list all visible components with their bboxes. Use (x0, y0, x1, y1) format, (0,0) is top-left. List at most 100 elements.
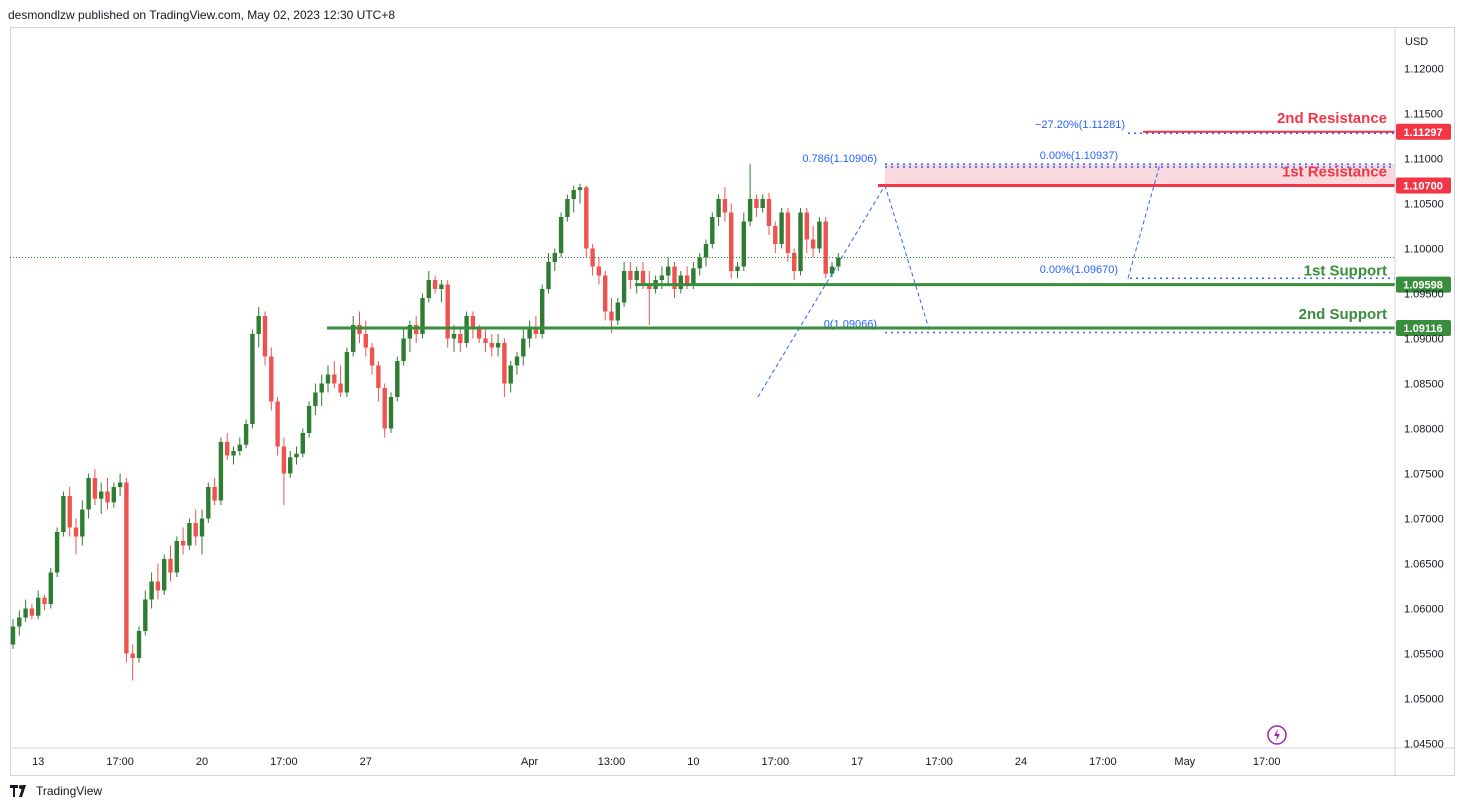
tradingview-brand: TradingView (36, 784, 103, 798)
candle-body (300, 433, 305, 454)
candle-body (395, 361, 400, 397)
candle-body (615, 302, 620, 321)
candle-body (218, 442, 224, 501)
candle-body (281, 446, 287, 474)
candle-body (17, 617, 22, 627)
axis-currency-label: USD (1405, 36, 1428, 48)
candle-body (86, 478, 91, 510)
candle-body (294, 453, 299, 458)
candle-body (48, 572, 53, 604)
x-tick-label: 20 (196, 756, 208, 768)
candle-body (338, 383, 343, 393)
candle-body (477, 329, 482, 339)
candle-body (124, 482, 129, 654)
candle-body (432, 280, 438, 289)
candle-body (231, 451, 236, 456)
y-tick-label: 1.11000 (1404, 154, 1443, 166)
candle-body (426, 280, 431, 298)
candle-body (187, 523, 192, 546)
candle-body (703, 244, 709, 258)
candle-body (533, 327, 539, 334)
candle-body (80, 509, 85, 537)
candle-body (275, 401, 280, 447)
level-label: 1st Resistance (1282, 164, 1387, 181)
candle-body (306, 406, 312, 433)
candle-body (766, 199, 772, 226)
candle-body (817, 221, 822, 249)
candle-body (546, 262, 551, 289)
y-tick-label: 1.05000 (1404, 694, 1444, 706)
candle-body (684, 275, 690, 285)
candle-body (760, 199, 765, 208)
tradingview-footer[interactable]: TradingView (10, 784, 102, 798)
x-tick-label: Apr (521, 756, 538, 768)
candle-body (206, 487, 211, 519)
candle-body (722, 199, 728, 213)
y-tick-label: 1.10500 (1404, 199, 1444, 211)
candle-body (823, 221, 828, 274)
candle-body (445, 284, 450, 339)
candle-body (325, 374, 331, 384)
candle-body (344, 352, 350, 393)
candle-body (609, 311, 614, 321)
candle-body (798, 212, 803, 271)
candle-body (773, 226, 778, 244)
price-tag (1396, 123, 1451, 140)
candle-body (508, 365, 513, 384)
price-tag-label: 1.10700 (1403, 181, 1443, 193)
candle-body (67, 496, 72, 528)
candle-body (130, 653, 135, 658)
candle-body (180, 541, 186, 546)
price-tag-label: 1.09116 (1403, 323, 1442, 335)
candle-body (193, 523, 198, 537)
candle-body (225, 442, 230, 456)
candle-body (136, 631, 142, 658)
x-tick-label: 17:00 (1089, 756, 1117, 768)
candle-body (42, 597, 47, 604)
candle-body (237, 444, 242, 451)
y-tick-label: 1.07000 (1404, 514, 1444, 526)
candle-body (212, 487, 217, 501)
price-tag-label: 1.11297 (1403, 127, 1442, 139)
price-axis-layer: 1.11297 1.10700 1.09598 1.09116 USD 1.12000 1.… (1267, 28, 1451, 776)
fib-label: 0.00%(1.10937) (1040, 150, 1118, 162)
candle-body (10, 626, 16, 645)
candle-body (540, 289, 545, 334)
candle-body (659, 275, 665, 280)
candle-body (401, 338, 406, 361)
candle-body (388, 397, 394, 429)
y-tick-label: 1.05500 (1404, 649, 1444, 661)
candle-body (785, 212, 791, 253)
candle-body (143, 599, 148, 631)
y-tick-label: 1.07500 (1404, 469, 1444, 481)
candle-body (382, 388, 387, 429)
candle-body (155, 581, 161, 591)
candle-body (73, 527, 79, 537)
candle-body (243, 424, 249, 445)
candle-body (105, 491, 110, 503)
lightning-icon[interactable] (1267, 725, 1287, 745)
level-label: 2nd Support (1299, 306, 1387, 323)
x-tick-label: 17:00 (106, 756, 134, 768)
fib-lines-layer: −27.20%(1.11281) 0.786(1.10906) 0.00%(1.10… (757, 119, 1395, 398)
candle-body (92, 478, 98, 499)
fib-label: 0.786(1.10906) (802, 153, 877, 165)
candle-body (502, 343, 507, 384)
candle-body (199, 518, 205, 537)
candle-body (54, 532, 60, 573)
candle-body (603, 275, 608, 312)
candle-body (672, 266, 677, 289)
candle-body (596, 266, 602, 276)
x-tick-label: 13 (32, 756, 44, 768)
chart-frame[interactable] (10, 27, 1455, 776)
candle-body (23, 608, 28, 618)
candle-body (420, 298, 425, 334)
x-tick-label: May (1174, 756, 1195, 768)
x-tick-label: 17:00 (1253, 756, 1281, 768)
y-tick-label: 1.09000 (1404, 334, 1444, 346)
candle-body (710, 217, 715, 244)
x-tick-label: 13:00 (598, 756, 626, 768)
candle-body (552, 253, 557, 262)
candle-body (729, 212, 734, 271)
